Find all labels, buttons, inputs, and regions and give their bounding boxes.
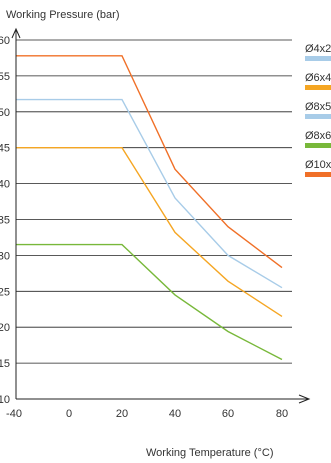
y-tick-label-20: 20	[0, 322, 10, 334]
y-tick-label-10: 10	[0, 394, 10, 406]
x-tick-label-0: 0	[66, 408, 72, 420]
y-tick-label-15: 15	[0, 358, 10, 370]
y-tick-label-25: 25	[0, 286, 10, 298]
y-tick-label-35: 35	[0, 215, 10, 227]
legend-label-4: Ø10x	[305, 159, 331, 171]
series-line-4	[16, 55, 283, 269]
legend-swatch-4	[305, 172, 331, 177]
series-line-3	[16, 243, 283, 361]
legend-swatch-2	[305, 114, 331, 119]
legend-swatch-0	[305, 56, 331, 61]
axes	[11, 27, 311, 404]
series-line-0	[16, 98, 283, 289]
y-axis-arrow	[11, 27, 21, 39]
y-tick-label-50: 50	[0, 107, 10, 119]
x-axis-arrow	[298, 394, 311, 404]
legend-swatch-1	[305, 85, 331, 90]
x-tick-label-80: 80	[276, 408, 288, 420]
legend-label-1: Ø6x4	[305, 72, 331, 84]
x-tick-label-60: 60	[222, 408, 234, 420]
series-line-1	[16, 146, 283, 317]
y-tick-label-55: 55	[0, 71, 10, 83]
x-tick-label--40: -40	[6, 408, 22, 420]
y-tick-label-60: 60	[0, 35, 10, 47]
legend-label-2: Ø8x5	[305, 101, 331, 113]
y-axis-title: Working Pressure (bar)	[6, 9, 120, 21]
x-tick-label-40: 40	[169, 408, 181, 420]
x-axis-title: Working Temperature (°C)	[146, 447, 273, 459]
legend-label-0: Ø4x2	[305, 43, 331, 55]
legend-swatch-3	[305, 143, 331, 148]
series-lines	[16, 55, 283, 361]
x-tick-label-20: 20	[116, 408, 128, 420]
y-tick-label-40: 40	[0, 179, 10, 191]
grid-lines	[16, 39, 292, 364]
y-tick-label-30: 30	[0, 250, 10, 262]
y-tick-label-45: 45	[0, 143, 10, 155]
legend: Ø4x2 Ø6x4 Ø8x5 Ø8x6 Ø10x	[305, 43, 331, 177]
tick-labels: 10 15 20 25 30 35 40 45 50 55 60 -40 0 20 40 60 80	[0, 35, 288, 420]
legend-label-3: Ø8x6	[305, 130, 331, 142]
